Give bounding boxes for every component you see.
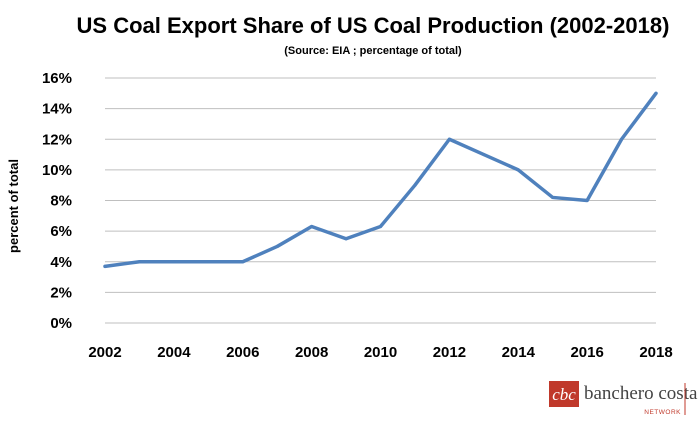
x-tick-label: 2002 bbox=[88, 344, 121, 361]
data-point bbox=[447, 137, 451, 141]
data-point bbox=[241, 260, 245, 264]
data-point bbox=[137, 260, 141, 264]
brand-logo: cbc banchero costa NETWORK bbox=[549, 381, 698, 416]
x-tick-label: 2010 bbox=[364, 344, 397, 361]
series-line bbox=[103, 91, 658, 269]
chart-title: US Coal Export Share of US Coal Producti… bbox=[77, 13, 670, 38]
data-point bbox=[172, 260, 176, 264]
data-point bbox=[482, 153, 486, 157]
series-group bbox=[103, 91, 658, 269]
x-tick-label: 2014 bbox=[502, 344, 536, 361]
y-tick-label: 10% bbox=[42, 162, 72, 179]
brand-name: banchero costa bbox=[584, 383, 698, 404]
data-point bbox=[413, 183, 417, 187]
y-tick-label: 8% bbox=[50, 193, 72, 210]
y-tick-label: 6% bbox=[50, 223, 72, 240]
brand-logo-mark: cbc bbox=[549, 381, 579, 407]
data-point bbox=[275, 244, 279, 248]
x-tick-label: 2006 bbox=[226, 344, 259, 361]
data-point bbox=[310, 225, 314, 229]
x-tick-label: 2008 bbox=[295, 344, 328, 361]
data-point bbox=[103, 264, 107, 268]
y-tick-label: 12% bbox=[42, 131, 72, 148]
x-tick-label: 2016 bbox=[570, 344, 603, 361]
brand-tagline: NETWORK bbox=[644, 409, 681, 416]
y-tick-label: 2% bbox=[50, 284, 72, 301]
data-point bbox=[379, 225, 382, 229]
x-tick-labels: 2002 2004 2006 2008 2010 2012 2014 2016 2018 bbox=[88, 344, 672, 361]
y-axis-label: percent of total bbox=[6, 159, 21, 253]
data-point bbox=[620, 137, 624, 141]
y-tick-label: 4% bbox=[50, 254, 72, 271]
x-tick-label: 2018 bbox=[639, 344, 672, 361]
chart-subtitle: (Source: EIA ; percentage of total) bbox=[284, 45, 462, 57]
data-point bbox=[516, 168, 520, 172]
brand-logo-text: cbc bbox=[552, 385, 576, 404]
data-point bbox=[654, 91, 658, 95]
data-point bbox=[206, 260, 210, 264]
y-tick-label: 14% bbox=[42, 101, 72, 118]
x-tick-label: 2004 bbox=[157, 344, 191, 361]
y-tick-labels: 0% 2% 4% 6% 8% 10% 12% 14% 16% bbox=[42, 70, 72, 332]
x-tick-label: 2012 bbox=[433, 344, 466, 361]
y-tick-label: 0% bbox=[50, 315, 72, 332]
y-tick-label: 16% bbox=[42, 70, 72, 87]
data-point bbox=[551, 195, 555, 199]
data-point bbox=[344, 237, 348, 241]
data-point bbox=[585, 199, 589, 202]
